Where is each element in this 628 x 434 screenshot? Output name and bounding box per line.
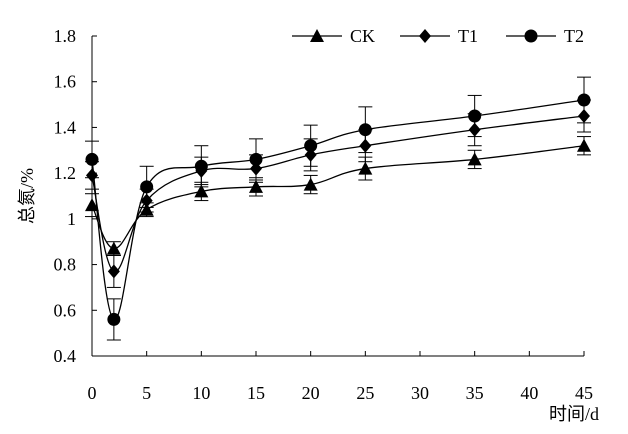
x-tick-label: 35	[466, 383, 484, 403]
legend-marker-triangle	[310, 29, 324, 42]
series-line	[91, 145, 585, 250]
series-line	[91, 115, 585, 273]
data-point-circle	[85, 152, 99, 166]
y-tick-label: 1.4	[54, 117, 77, 137]
series-t2	[85, 76, 591, 341]
y-tick-label: 1.2	[54, 163, 77, 183]
y-tick-label: 1	[67, 209, 76, 229]
y-tick-label: 0.8	[54, 255, 77, 275]
legend: CK T1 T2	[292, 26, 584, 46]
y-tick-label: 0.6	[54, 300, 77, 320]
x-tick-label: 20	[302, 383, 320, 403]
legend-item-ck: CK	[292, 26, 375, 46]
legend-label: T2	[564, 26, 584, 46]
x-tick-label: 5	[142, 383, 151, 403]
series-ck	[85, 136, 591, 256]
data-point-circle	[107, 312, 121, 326]
data-point-triangle	[467, 152, 482, 166]
y-axis-title: 总氮/%	[17, 168, 37, 224]
legend-marker-diamond	[419, 29, 431, 43]
data-point-triangle	[303, 177, 318, 191]
y-tick-label: 1.8	[54, 26, 77, 46]
x-tick-label: 30	[411, 383, 429, 403]
data-point-circle	[358, 123, 372, 137]
x-tick-label: 10	[192, 383, 210, 403]
axes	[91, 36, 584, 357]
data-point-circle	[468, 109, 482, 123]
legend-label: CK	[350, 26, 375, 46]
x-tick-label: 45	[575, 383, 593, 403]
y-tick-label: 0.4	[54, 346, 77, 366]
data-point-triangle	[194, 184, 209, 198]
x-tick-label: 0	[88, 383, 97, 403]
data-point-circle	[577, 93, 591, 107]
series-layer	[85, 76, 591, 341]
x-tick-label: 40	[520, 383, 538, 403]
x-tick-label: 15	[247, 383, 265, 403]
data-point-triangle	[249, 179, 263, 193]
legend-marker-circle	[524, 29, 538, 43]
data-point-triangle	[85, 198, 99, 212]
legend-item-t1: T1	[400, 26, 478, 46]
x-ticks: 0 5 10 15 20 25 30 35 40 45	[88, 351, 593, 403]
x-axis-title: 时间/d	[549, 404, 599, 424]
y-ticks: 0.4 0.6 0.8 1 1.2 1.4 1.6 1.8	[54, 26, 97, 366]
data-point-circle	[249, 152, 263, 166]
legend-label: T1	[458, 26, 478, 46]
legend-item-t2: T2	[506, 26, 584, 46]
data-point-circle	[194, 159, 208, 173]
data-point-circle	[140, 180, 154, 194]
data-point-diamond	[107, 264, 120, 279]
y-tick-label: 1.6	[54, 72, 77, 92]
data-point-circle	[304, 139, 318, 153]
data-point-triangle	[577, 138, 591, 152]
series-t1	[85, 99, 591, 288]
series-line	[91, 99, 585, 321]
x-tick-label: 25	[356, 383, 374, 403]
data-point-triangle	[106, 241, 121, 255]
data-point-triangle	[358, 161, 373, 175]
